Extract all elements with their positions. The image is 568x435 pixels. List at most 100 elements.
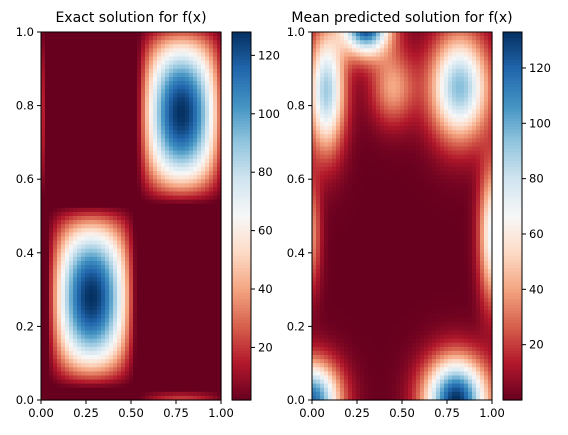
- heatmap-cell: [205, 126, 210, 131]
- heatmap-cell: [77, 187, 82, 192]
- heatmap-cell: [209, 212, 214, 217]
- heatmap-cell: [201, 142, 206, 147]
- heatmap-cell: [181, 371, 186, 376]
- heatmap-cell: [49, 114, 54, 119]
- heatmap-cell: [213, 343, 218, 348]
- heatmap-cell: [320, 52, 325, 57]
- heatmap-cell: [97, 322, 102, 327]
- heatmap-cell: [312, 65, 317, 70]
- heatmap-cell: [121, 371, 126, 376]
- heatmap-cell: [145, 286, 150, 291]
- heatmap-cell: [173, 335, 178, 340]
- heatmap-cell: [209, 142, 214, 147]
- heatmap-cell: [89, 171, 94, 176]
- heatmap-cell: [97, 36, 102, 41]
- heatmap-cell: [85, 32, 90, 37]
- heatmap-cell: [320, 310, 325, 315]
- heatmap-cell: [209, 384, 214, 389]
- heatmap-cell: [320, 89, 325, 94]
- heatmap-cell: [209, 122, 214, 127]
- heatmap-cell: [69, 286, 74, 291]
- heatmap-cell: [85, 265, 90, 270]
- heatmap-cell: [189, 335, 194, 340]
- heatmap-cell: [117, 343, 122, 348]
- heatmap-cell: [213, 77, 218, 82]
- heatmap-cell: [141, 302, 146, 307]
- heatmap-cell: [125, 40, 130, 45]
- heatmap-cell: [324, 290, 329, 295]
- heatmap-cell: [197, 302, 202, 307]
- heatmap-cell: [41, 114, 46, 119]
- heatmap-cell: [173, 61, 178, 66]
- heatmap-cell: [328, 277, 333, 282]
- heatmap-cell: [185, 253, 190, 258]
- heatmap-cell: [340, 146, 345, 151]
- heatmap-cell: [121, 73, 126, 78]
- heatmap-cell: [129, 155, 134, 160]
- heatmap-cell: [53, 306, 58, 311]
- heatmap-cell: [61, 228, 66, 233]
- heatmap-cell: [205, 69, 210, 74]
- heatmap-cell: [153, 77, 158, 82]
- heatmap-cell: [153, 314, 158, 319]
- heatmap-cell: [149, 57, 154, 62]
- heatmap-cell: [141, 102, 146, 107]
- heatmap-cell: [77, 212, 82, 217]
- heatmap-cell: [81, 384, 86, 389]
- colorbar-tick-label: 80: [258, 165, 273, 179]
- heatmap-cell: [69, 306, 74, 311]
- heatmap-cell: [149, 171, 154, 176]
- heatmap-cell: [316, 36, 321, 41]
- heatmap-cell: [161, 179, 166, 184]
- heatmap-cell: [141, 57, 146, 62]
- heatmap-cell: [213, 179, 218, 184]
- heatmap-cell: [105, 36, 110, 41]
- heatmap-cell: [129, 241, 134, 246]
- heatmap-cell: [85, 375, 90, 380]
- heatmap-cell: [189, 290, 194, 295]
- heatmap-cell: [320, 314, 325, 319]
- heatmap-cell: [65, 167, 70, 172]
- heatmap-cell: [189, 281, 194, 286]
- heatmap-cell: [73, 200, 78, 205]
- heatmap-cell: [181, 302, 186, 307]
- heatmap-cell: [197, 126, 202, 131]
- heatmap-cell: [332, 224, 337, 229]
- heatmap-cell: [57, 212, 62, 217]
- heatmap-cell: [113, 159, 118, 164]
- heatmap-cell: [320, 146, 325, 151]
- heatmap-cell: [193, 146, 198, 151]
- heatmap-cell: [193, 114, 198, 119]
- heatmap-cell: [137, 65, 142, 70]
- heatmap-cell: [93, 294, 98, 299]
- heatmap-cell: [173, 97, 178, 102]
- heatmap-cell: [121, 236, 126, 241]
- heatmap-cell: [73, 69, 78, 74]
- heatmap-cell: [97, 257, 102, 262]
- heatmap-cell: [97, 208, 102, 213]
- heatmap-cell: [157, 363, 162, 368]
- heatmap-cell: [336, 175, 341, 180]
- heatmap-cell: [316, 359, 321, 364]
- heatmap-cell: [137, 343, 142, 348]
- heatmap-cell: [332, 191, 337, 196]
- heatmap-cell: [177, 32, 182, 37]
- heatmap-cell: [129, 200, 134, 205]
- heatmap-cell: [141, 228, 146, 233]
- heatmap-cell: [97, 155, 102, 160]
- heatmap-cell: [169, 306, 174, 311]
- heatmap-cell: [141, 32, 146, 37]
- heatmap-cell: [145, 146, 150, 151]
- heatmap-cell: [169, 224, 174, 229]
- heatmap-cell: [173, 118, 178, 123]
- heatmap-cell: [109, 261, 114, 266]
- heatmap-cell: [177, 335, 182, 340]
- heatmap-cell: [53, 335, 58, 340]
- heatmap-cell: [340, 36, 345, 41]
- heatmap-cell: [53, 93, 58, 98]
- heatmap-cell: [113, 163, 118, 168]
- heatmap-cell: [41, 208, 46, 213]
- heatmap-cell: [205, 228, 210, 233]
- heatmap-cell: [324, 126, 329, 131]
- heatmap-cell: [185, 77, 190, 82]
